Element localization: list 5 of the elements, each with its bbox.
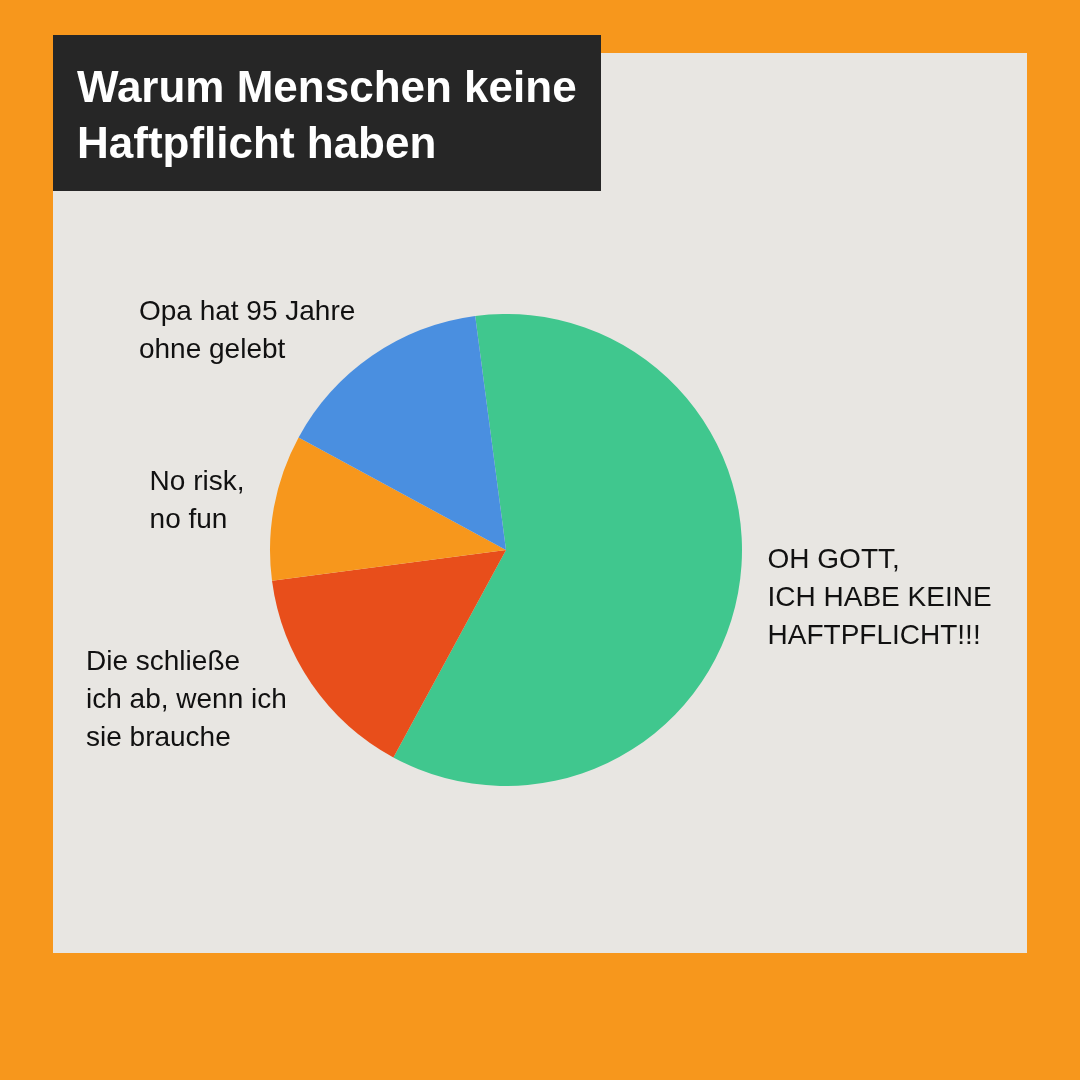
slice-label: Die schließe ich ab, wenn ich sie brauche	[86, 645, 287, 753]
slice-label: No risk, no fun	[149, 465, 245, 535]
chart-title: Warum Menschen keine Haftpflicht haben	[53, 35, 601, 191]
slice-label: OH GOTT, ICH HABE KEINE HAFTPFLICHT!!!	[767, 543, 992, 651]
slice-label: Opa hat 95 Jahre ohne gelebt	[138, 294, 356, 364]
